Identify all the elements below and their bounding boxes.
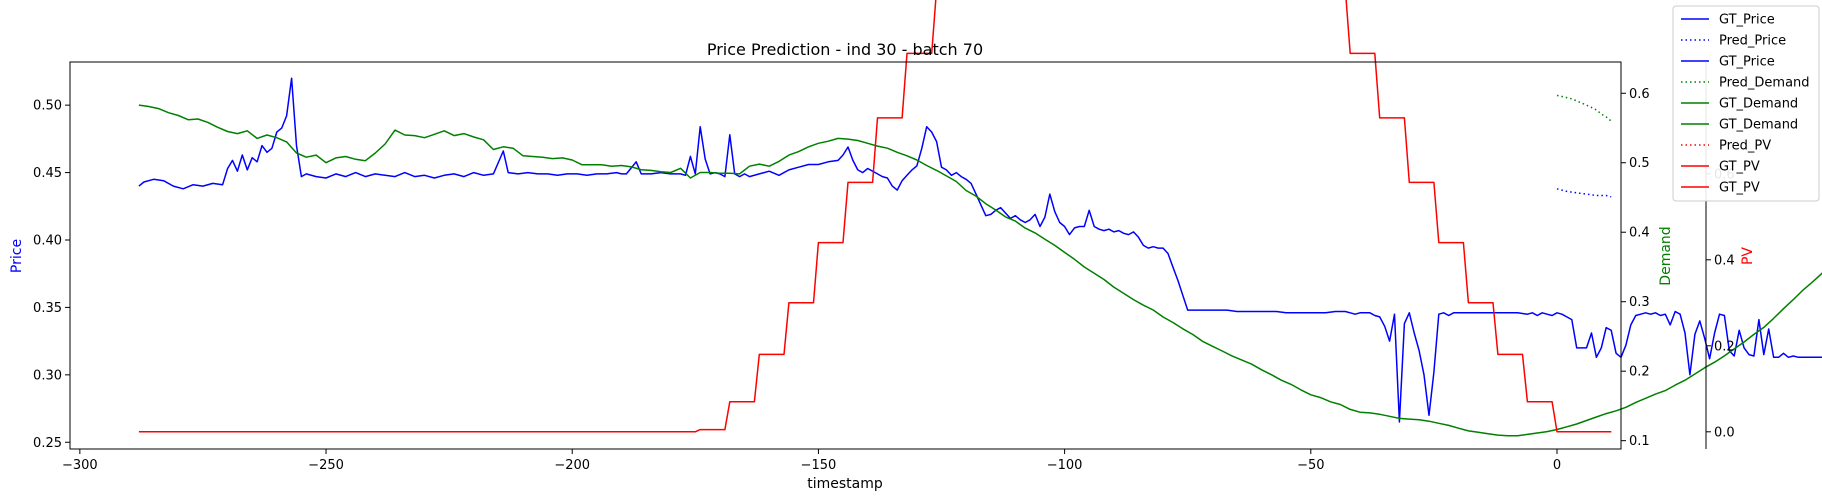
y-axis-price: 0.25 0.30 0.35 0.40 0.45 0.50 [33, 99, 70, 451]
legend-box [1672, 5, 1820, 202]
price-tick-label: 0.50 [33, 99, 62, 114]
x-tick-label: −200 [554, 458, 590, 473]
demand-tick-label: 0.4 [1629, 226, 1650, 241]
pv-tick-label: 0.4 [1714, 253, 1735, 268]
series-line-pred-price-1 [1556, 188, 1612, 198]
legend: GT_Price Pred_Price GT_Price Pred_Demand GT_… [1672, 5, 1820, 202]
legend-label: GT_Price [1719, 13, 1775, 28]
demand-tick-label: 0.5 [1629, 156, 1650, 171]
y-axis-demand: 0.1 0.2 0.3 0.4 0.5 0.6 [1621, 87, 1650, 449]
price-tick-label: 0.40 [33, 233, 62, 248]
x-tick-label: −250 [308, 458, 344, 473]
legend-label: Pred_Price [1719, 34, 1786, 49]
plot-lines [138, 0, 1822, 437]
legend-label: Pred_PV [1719, 139, 1771, 154]
legend-label: Pred_Demand [1719, 76, 1810, 91]
demand-tick-label: 0.3 [1629, 295, 1650, 310]
x-axis-label: timestamp [807, 476, 883, 492]
x-tick-label: −300 [62, 458, 98, 473]
demand-tick-label: 0.2 [1629, 365, 1650, 380]
pv-tick-label: 0.0 [1714, 425, 1735, 440]
y-axis-label-price: Price [9, 239, 25, 273]
x-tick-label: −150 [801, 458, 837, 473]
price-tick-label: 0.30 [33, 368, 62, 383]
x-tick-label: 0 [1553, 458, 1561, 473]
series-line-gt-price-0 [138, 77, 1822, 423]
demand-tick-label: 0.6 [1629, 87, 1650, 102]
y-axis-label-demand: Demand [1658, 226, 1674, 285]
x-tick-label: −50 [1297, 458, 1324, 473]
price-tick-label: 0.35 [33, 301, 62, 316]
y-axis-label-pv: PV [1740, 247, 1756, 265]
legend-label: GT_Demand [1719, 118, 1798, 133]
legend-label: GT_Price [1719, 55, 1775, 70]
pv-tick-label: 0.2 [1714, 339, 1735, 354]
legend-label: GT_PV [1719, 181, 1760, 196]
legend-label: GT_Demand [1719, 97, 1798, 112]
series-line-gt-demand-4 [138, 104, 1822, 437]
x-axis: −300 −250 −200 −150 −100 −50 0 [62, 449, 1561, 473]
legend-label: GT_PV [1719, 160, 1760, 175]
price-tick-label: 0.25 [33, 436, 62, 451]
series-line-gt-pv-7 [138, 0, 1612, 433]
demand-tick-label: 0.1 [1629, 434, 1650, 449]
price-tick-label: 0.45 [33, 166, 62, 181]
x-tick-label: −100 [1047, 458, 1083, 473]
series-line-pred-demand-3 [1556, 94, 1612, 122]
plot-frame [69, 61, 1622, 450]
chart-title: Price Prediction - ind 30 - batch 70 [707, 40, 983, 59]
